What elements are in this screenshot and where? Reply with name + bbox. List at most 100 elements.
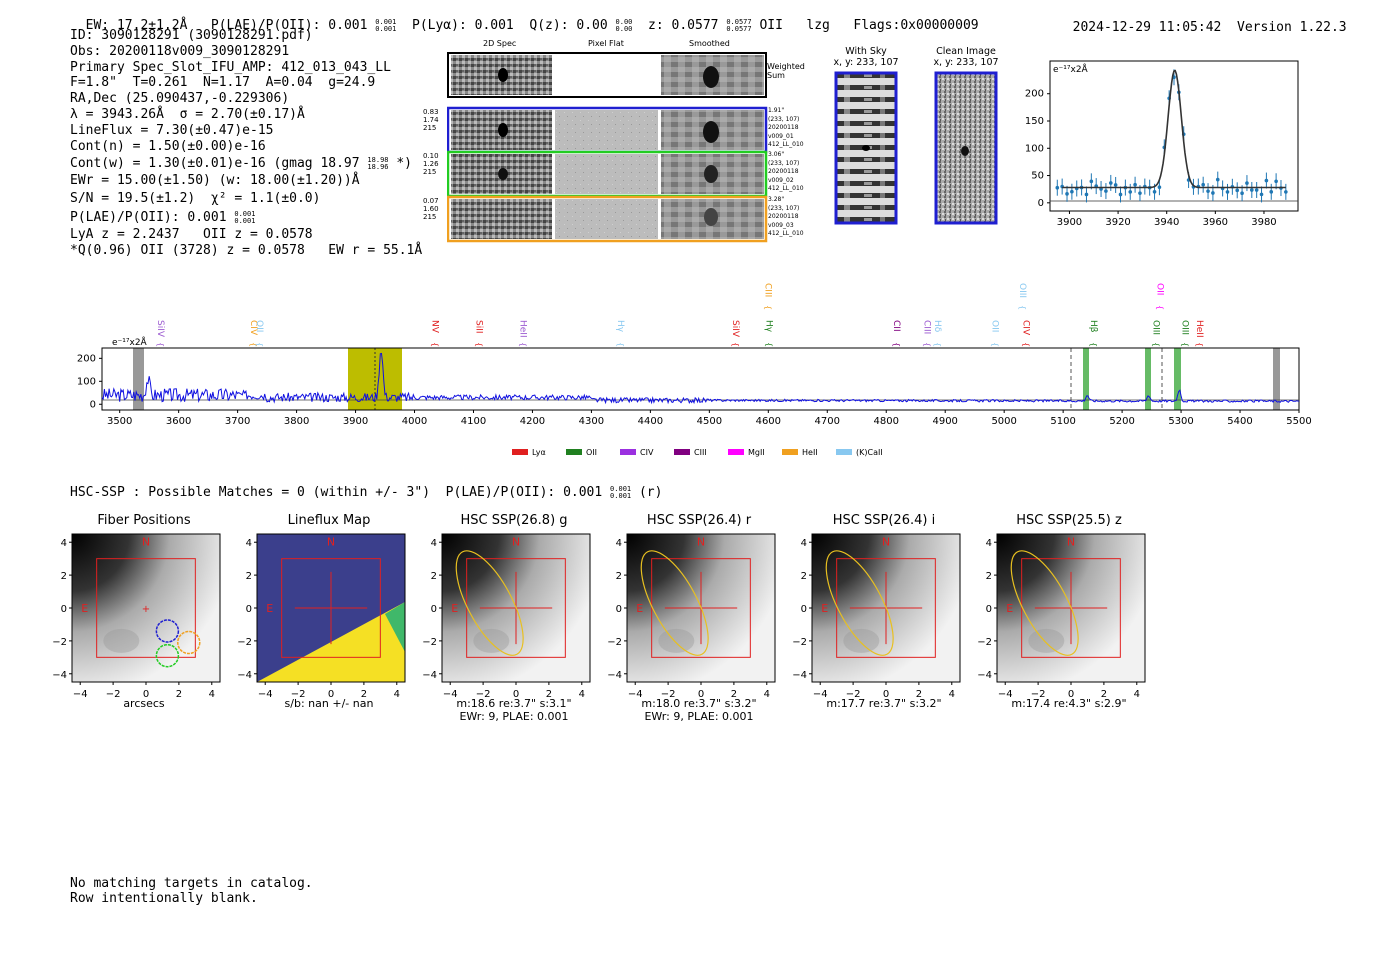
zoom-point [1104, 189, 1108, 193]
full-xtick-label: 5300 [1168, 416, 1193, 427]
info-slot: Primary Spec_Slot_IFU_AMP: 412_013_043_L… [70, 59, 391, 75]
emission-line-label: OII [989, 320, 999, 332]
emission-line-label: OIII [1179, 320, 1189, 335]
row-weight-w1: 0.83 [423, 108, 439, 116]
hsc-xtick-label: 4 [579, 689, 585, 700]
emission-line-brace: { [430, 342, 439, 347]
plya-value: P(Lyα): 0.001 [412, 18, 514, 33]
row-meta-r2: (233, 107) [768, 115, 800, 123]
zoom-xtick-label: 3900 [1057, 217, 1082, 228]
hsc-xtick-label: −2 [1031, 689, 1046, 700]
info-plae-lo: 0.001 [234, 216, 256, 225]
cutout-row-meta-1: 1.91" (233, 107) 20200118 v009_01 412_LL_010 [768, 107, 804, 150]
emission-line-brace: { [1195, 342, 1204, 347]
row-meta-r1: 3.06" [768, 151, 785, 158]
center-marker: + [142, 604, 150, 615]
row-weight-w1: 0.10 [423, 152, 439, 160]
z-lo: 0.0577 [726, 24, 752, 33]
zoom-point [1274, 179, 1278, 184]
info-radec: RA,Dec (25.090437,-0.229306) [70, 91, 290, 107]
zoom-point [1206, 189, 1210, 193]
hsc-ytick-label: 4 [431, 538, 437, 549]
east-label: E [266, 602, 273, 615]
east-label: E [451, 602, 458, 615]
east-label: E [821, 602, 828, 615]
hsc-xtick-label: 0 [883, 689, 889, 700]
hsc-xtick-label: 4 [209, 689, 215, 700]
hsc-plae-hi: 0.001 [610, 484, 632, 493]
emission-line-label: OII [254, 320, 264, 332]
hsc-panel-title: HSC SSP(26.4) i [832, 513, 936, 528]
info-plae-hi: 0.001 [234, 209, 256, 218]
contw-end: *) [396, 156, 412, 172]
legend-swatch [782, 449, 798, 455]
east-label: E [636, 602, 643, 615]
row-weight-w3: 215 [423, 124, 437, 132]
hsc-ytick-label: −2 [977, 637, 992, 648]
col-smoothed: Smoothed [689, 39, 730, 48]
oiii-window-1 [1145, 348, 1151, 410]
zoom-point [1211, 191, 1215, 195]
cutout-row-weights-3: 0.07 1.60 215 [423, 197, 439, 221]
full-xtick-label: 5000 [991, 416, 1016, 427]
caption-line-1: m:17.4 re:4.3" s:2.9" [1011, 697, 1127, 710]
north-label: N [327, 536, 335, 549]
full-y-ticks: 0 100 200 [77, 353, 102, 410]
hsc-xtick-label: 2 [731, 689, 737, 700]
legend-label: HeII [802, 448, 818, 457]
emission-line-brace: { [731, 342, 740, 347]
info-contw: Cont(w) = 1.30(±0.01)e-16 (gmag 18.97 [70, 156, 360, 172]
hsc-xtick-label: −2 [106, 689, 121, 700]
qz-value: Q(z): 0.00 [529, 18, 608, 33]
zoom-point [1269, 190, 1274, 194]
line-name: OII [759, 18, 783, 33]
full-xtick-label: 4600 [756, 416, 781, 427]
zoom-ytick-label: 50 [1031, 171, 1044, 182]
hsc-xtick-label: −4 [628, 689, 643, 700]
hsc-xtick-label: 2 [546, 689, 552, 700]
z-value: z: 0.0577 [648, 18, 719, 33]
emission-line-label: CIV [1021, 320, 1031, 336]
hsc-ytick-label: 0 [431, 604, 437, 615]
hsc-panel-caption: m:17.7 re:3.7" s:3.2" [800, 697, 968, 710]
hsc-panel-title: Fiber Positions [97, 513, 191, 528]
weighted-sum-label: Weighted Sum [767, 62, 805, 80]
info-obs: Obs: 20200118v009_3090128291 [70, 43, 290, 59]
hsc-ytick-label: 2 [431, 571, 437, 582]
zoom-point [1138, 191, 1142, 195]
emission-line-label: Hγ [764, 320, 774, 333]
hsc-xtick-label: 2 [176, 689, 182, 700]
cutout-row-weighted-sum [447, 52, 767, 98]
col-2d-spec: 2D Spec [483, 39, 517, 48]
full-xtick-label: 3600 [166, 416, 191, 427]
north-label: N [882, 536, 890, 549]
row-meta-r1: 1.91" [768, 107, 785, 114]
zoom-point [1215, 177, 1220, 182]
legend-label: MgII [748, 448, 765, 457]
row-meta-r3: 20200118 [768, 213, 799, 220]
legend-swatch [620, 449, 636, 455]
hsc-ytick-label: 0 [801, 604, 807, 615]
hsc-xtick-label: −2 [476, 689, 491, 700]
row-weight-w3: 215 [423, 213, 437, 221]
hsc-xtick-label: 4 [394, 689, 400, 700]
plae-hi: 0.001 [375, 17, 397, 26]
hsc-ytick-label: 2 [246, 571, 252, 582]
row-meta-r5: 412_LL_010 [768, 230, 804, 237]
full-x-ticks: 3500 3600 3700 3800 3900 4000 4100 4200 4300 4400… [107, 410, 1312, 427]
zoom-ytick-label: 0 [1038, 198, 1044, 209]
emission-line-label: OIII [1017, 283, 1027, 298]
hsc-ytick-label: 4 [246, 538, 252, 549]
east-label: E [1006, 602, 1013, 615]
with-sky-label: With Sky [845, 46, 887, 57]
hsc-summary: HSC-SSP : Possible Matches = 0 (within +… [70, 485, 662, 500]
caption-line-2: EWr: 9, PLAE: 0.001 [459, 710, 569, 723]
hsc-panel-hsc: N E 4 2 0 −2 −4 −4 −2 0 2 4 [977, 533, 1146, 700]
hbeta-window [1083, 348, 1089, 410]
hsc-panel-caption: m:17.4 re:4.3" s:2.9" [985, 697, 1153, 710]
row-meta-r4: v009_03 [768, 221, 794, 229]
ew-value: EW: 17.2±1.2Å [85, 18, 188, 33]
emission-line-labels: SiIV {CIV {OII {NV {SiII {HeII {Hγ {SiIV {CIII {H… [155, 283, 1204, 347]
hsc-plae-lo: 0.001 [610, 491, 632, 500]
full-xtick-label: 4700 [815, 416, 840, 427]
